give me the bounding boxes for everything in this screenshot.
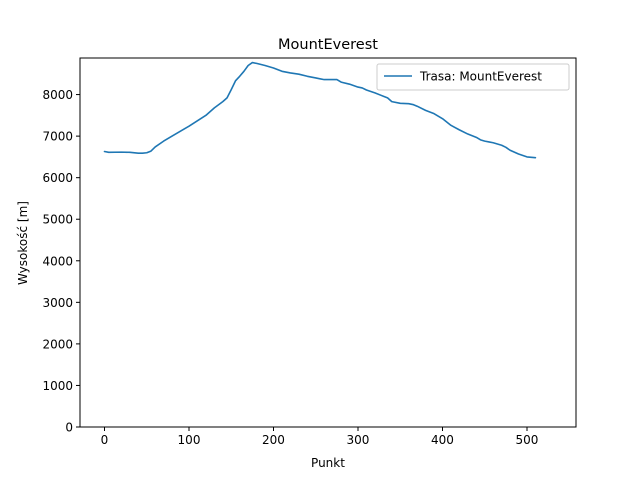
y-tick-label: 2000: [42, 337, 73, 351]
y-tick-label: 8000: [42, 88, 73, 102]
axes: 0 100 200 300 400 500010002000300040005000600…: [42, 57, 577, 447]
y-tick-label: 1000: [42, 379, 73, 393]
x-tick-label: 400: [431, 433, 454, 447]
chart-title: MountEverest: [278, 37, 378, 53]
legend-box: [376, 63, 570, 91]
x-axis-label: Punkt: [311, 456, 345, 470]
y-tick-label: 0: [65, 421, 73, 435]
plot-frame: [79, 57, 577, 428]
x-tick-label: 0: [101, 433, 109, 447]
legend-label: Trasa: MountEverest: [419, 70, 542, 84]
plot-area: [103, 61, 537, 159]
x-tick-label: 500: [516, 433, 539, 447]
x-tick-label: 100: [178, 433, 201, 447]
legend: Trasa: MountEverest: [376, 63, 570, 91]
series-line-0: [103, 61, 537, 159]
x-tick-label: 200: [262, 433, 285, 447]
y-axis-label: Wysokość [m]: [16, 201, 30, 285]
y-tick-label: 3000: [42, 296, 73, 310]
y-tick-label: 6000: [42, 171, 73, 185]
y-tick-label: 7000: [42, 130, 73, 144]
x-tick-label: 300: [347, 433, 370, 447]
y-tick-label: 5000: [42, 213, 73, 227]
y-tick-label: 4000: [42, 254, 73, 268]
